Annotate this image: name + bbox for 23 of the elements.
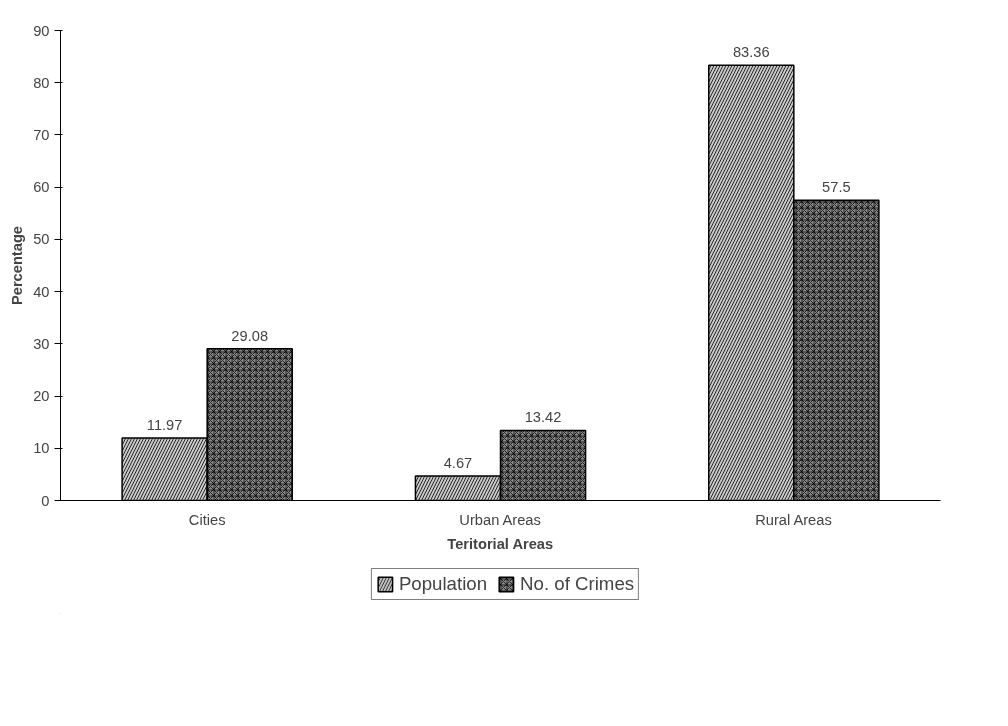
y-tick-label: 70 (33, 126, 50, 143)
y-tick-label: 30 (33, 335, 50, 352)
y-tick-label: 90 (33, 22, 50, 39)
y-tick-label: 20 (33, 388, 50, 405)
data-label: 4.67 (443, 455, 473, 472)
legend-label: No. of Crimes (520, 573, 635, 595)
data-label: 13.42 (524, 409, 562, 426)
y-tick-label: 40 (33, 283, 50, 300)
y-tick-label: 50 (33, 231, 50, 248)
legend-label: Population (398, 573, 488, 595)
y-tick-label: 80 (33, 74, 50, 91)
y-axis-title: Percentage (9, 225, 26, 306)
data-label: 57.5 (822, 179, 851, 196)
y-tick-label: 60 (33, 179, 50, 196)
y-tick-label: 10 (33, 440, 50, 457)
data-label: 11.97 (146, 416, 183, 433)
y-tick-label: 0 (41, 492, 50, 509)
x-axis-title: Teritorial Areas (447, 535, 554, 552)
data-label: 83.36 (732, 44, 770, 61)
x-tick-label: Rural Areas (755, 511, 832, 528)
x-tick-label: Cities (188, 511, 226, 528)
x-tick-label: Urban Areas (459, 511, 541, 528)
data-label: 29.08 (231, 327, 269, 344)
